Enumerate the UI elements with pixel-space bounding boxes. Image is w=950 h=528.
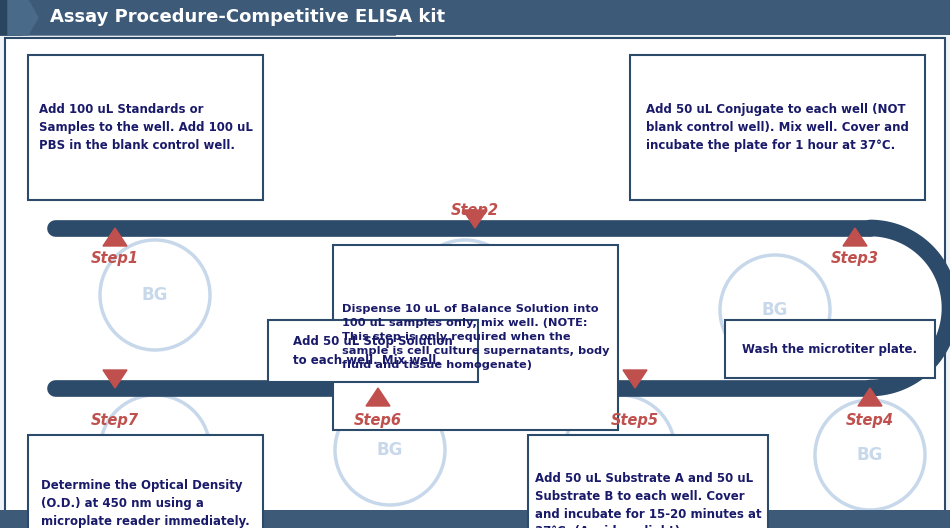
Bar [0,0,950,35]
Bar [528,435,768,528]
Bar [0,510,950,528]
Text: Step4: Step4 [846,412,894,428]
Bar [333,245,618,430]
Text: Step5: Step5 [611,412,659,428]
Text: BG: BG [452,286,478,304]
Polygon shape [0,0,34,35]
Bar [28,55,263,200]
Text: Step3: Step3 [831,250,879,266]
Polygon shape [0,0,415,35]
Bar [268,320,478,382]
Text: Step6: Step6 [354,412,402,428]
Text: Add 100 uL Standards or
Samples to the well. Add 100 uL
PBS in the blank control: Add 100 uL Standards or Samples to the w… [39,103,253,152]
Polygon shape [8,0,38,35]
Polygon shape [843,228,867,246]
Text: Dispense 10 uL of Balance Solution into
100 uL samples only, mix well. (NOTE:
Th: Dispense 10 uL of Balance Solution into … [342,305,609,371]
Text: BG: BG [142,286,168,304]
Polygon shape [858,388,882,406]
Text: Step7: Step7 [91,412,139,428]
Text: Add 50 uL Stop Solution
to each well. Mix well.: Add 50 uL Stop Solution to each well. Mi… [294,335,453,366]
Text: Wash the microtiter plate.: Wash the microtiter plate. [743,343,918,355]
Text: Assay Procedure-Competitive ELISA kit: Assay Procedure-Competitive ELISA kit [50,8,446,26]
Text: Add 50 uL Substrate A and 50 uL
Substrate B to each well. Cover
and incubate for: Add 50 uL Substrate A and 50 uL Substrat… [535,472,761,528]
Text: BG: BG [857,446,884,464]
Text: Add 50 uL Conjugate to each well (NOT
blank control well). Mix well. Cover and
i: Add 50 uL Conjugate to each well (NOT bl… [646,103,909,152]
Polygon shape [623,370,647,388]
Text: Step2: Step2 [451,203,499,218]
Text: Determine the Optical Density
(O.D.) at 450 nm using a
microplate reader immedia: Determine the Optical Density (O.D.) at … [41,479,250,528]
Polygon shape [103,370,127,388]
Polygon shape [103,228,127,246]
Polygon shape [395,0,415,35]
Bar [725,320,935,378]
Polygon shape [463,210,487,228]
Text: BG: BG [377,441,403,459]
Text: BG: BG [762,301,788,319]
Bar [28,435,263,528]
Text: BG: BG [142,441,168,459]
Polygon shape [366,388,390,406]
Text: BG: BG [607,441,634,459]
Bar [630,55,925,200]
Text: Step1: Step1 [91,250,139,266]
